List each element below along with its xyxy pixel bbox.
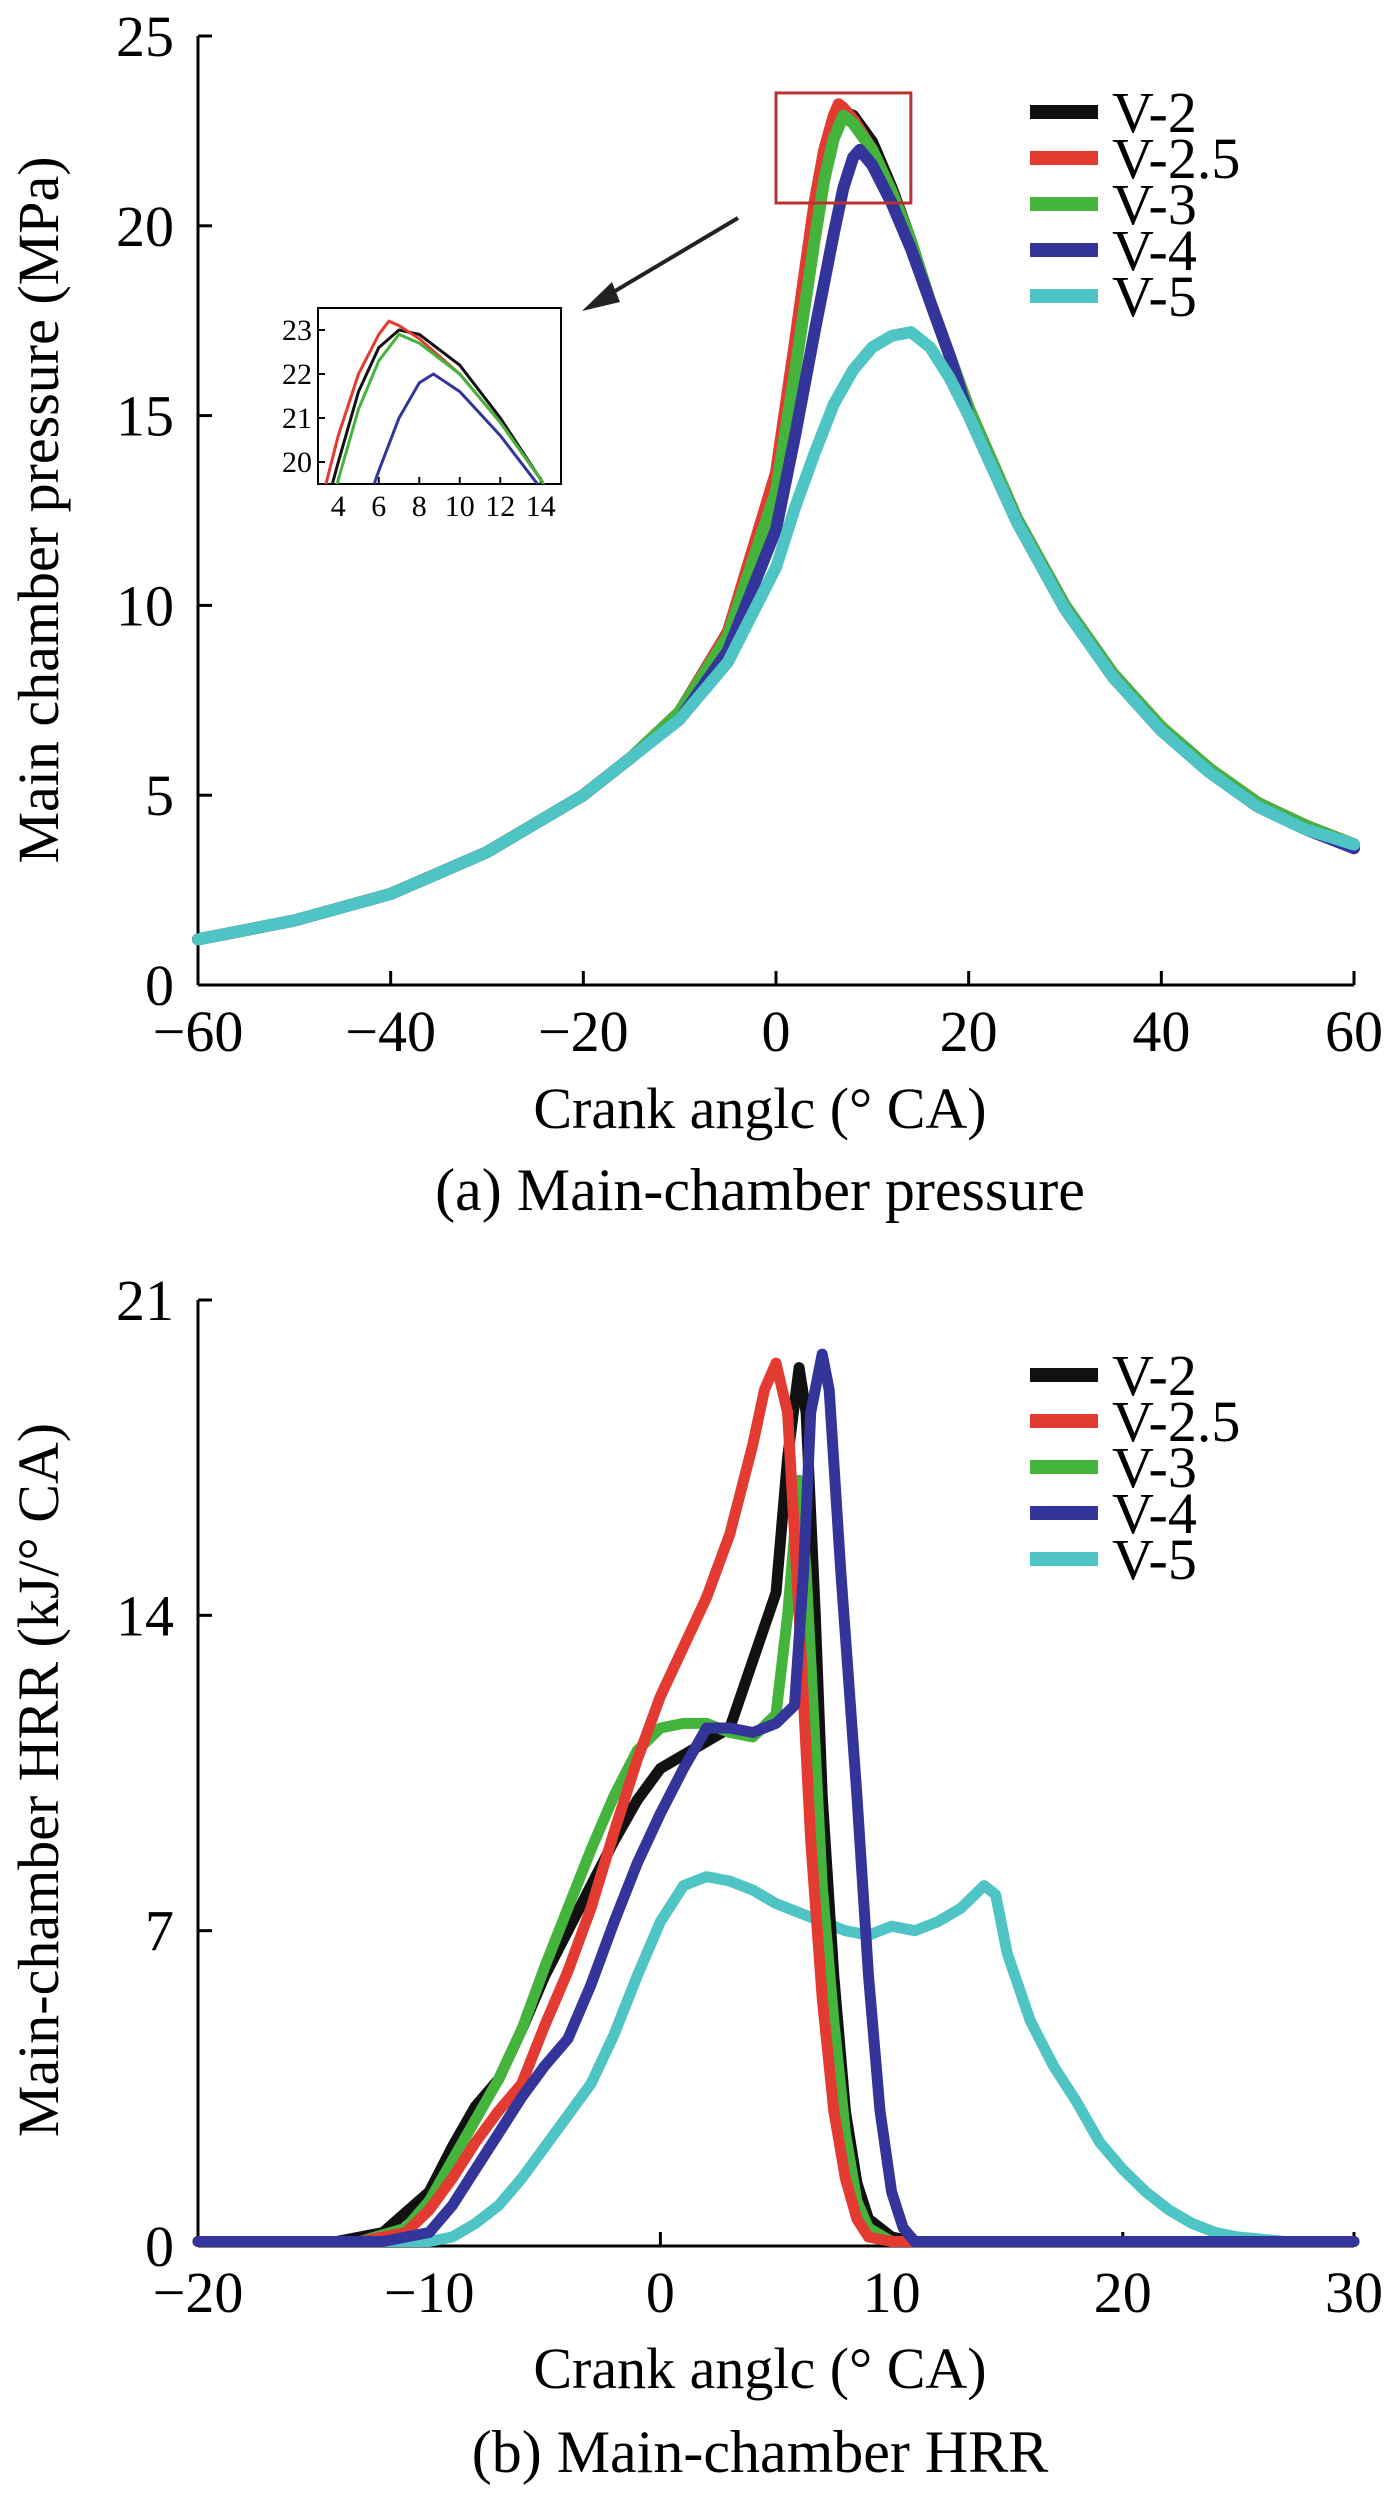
zoom-arrow-head	[582, 282, 620, 311]
pressure-legend: V-2V-2.5V-3V-4V-5	[1030, 80, 1240, 329]
legend-label: V-3	[1112, 172, 1197, 237]
pressure-chart: −60 −40 −20 0 20 40 60 0 5 10 15 20 25 4 6 8 10 12 14 20 21…	[6, 4, 1383, 1223]
pressure-caption: (a) Main-chamber pressure	[435, 1157, 1085, 1223]
inset-x-tick-label: 14	[526, 490, 556, 523]
y-tick-label: 0	[145, 2214, 174, 2279]
x-tick-label: 30	[1325, 2260, 1383, 2325]
inset-x-tick-label: 10	[445, 490, 475, 523]
inset-y-tick-label: 23	[282, 314, 312, 347]
inset-series-line	[330, 328, 546, 484]
pressure-y-axis-title: Main chamber pressure (MPa)	[6, 156, 71, 863]
inset-series-line	[335, 332, 546, 484]
hrr-ticks: −20 −10 0 10 20 30 0 7 14 21	[116, 1268, 1383, 2325]
pressure-series	[192, 98, 1360, 946]
x-tick-label: 0	[762, 999, 791, 1064]
y-tick-label: 25	[116, 4, 174, 69]
x-tick-label: −10	[384, 2260, 475, 2325]
x-tick-label: 20	[940, 999, 998, 1064]
inset-series-line	[372, 372, 540, 484]
legend-label: V-2.5	[1112, 126, 1240, 191]
inset-x-tick-label: 4	[331, 490, 346, 523]
legend-label: V-2	[1112, 1343, 1197, 1408]
inset-plot: 4 6 8 10 12 14 20 21 22 23	[282, 307, 562, 523]
y-tick-label: 5	[145, 763, 174, 828]
x-tick-label: 10	[863, 2260, 921, 2325]
legend-label: V-5	[1112, 264, 1197, 329]
y-tick-label: 21	[116, 1268, 174, 1333]
x-tick-label: 60	[1325, 999, 1383, 1064]
series-line-v-5	[192, 326, 1360, 946]
hrr-caption: (b) Main-chamber HRR	[472, 2419, 1049, 2485]
x-tick-label: −20	[538, 999, 629, 1064]
legend-label: V-4	[1112, 218, 1197, 283]
legend-label: V-3	[1112, 1435, 1197, 1500]
inset-y-tick-label: 21	[282, 402, 312, 435]
legend-label: V-5	[1112, 1527, 1197, 1592]
series-line-v-5	[192, 1871, 1360, 2247]
y-tick-label: 20	[116, 194, 174, 259]
y-tick-label: 7	[145, 1899, 174, 1964]
hrr-chart: −20 −10 0 10 20 30 0 7 14 21 V-2V-2.5V-3V-4V-5 Cr…	[6, 1268, 1383, 2485]
inset-y-tick-label: 20	[282, 446, 312, 479]
legend-label: V-4	[1112, 1481, 1197, 1546]
y-tick-label: 0	[145, 953, 174, 1018]
zoom-arrow	[598, 216, 740, 302]
x-tick-label: 40	[1132, 999, 1190, 1064]
y-tick-label: 10	[116, 573, 174, 638]
y-tick-label: 14	[116, 1583, 174, 1648]
series-line-v-2-5	[192, 1357, 1360, 2247]
y-tick-label: 15	[116, 384, 174, 449]
pressure-ticks: −60 −40 −20 0 20 40 60 0 5 10 15 20 25	[116, 4, 1383, 1064]
inset-ticks: 4 6 8 10 12 14 20 21 22 23	[282, 314, 556, 523]
x-tick-label: 0	[646, 2260, 675, 2325]
x-tick-label: −60	[153, 999, 244, 1064]
inset-series	[324, 319, 546, 484]
inset-y-tick-label: 22	[282, 358, 312, 391]
legend-label: V-2.5	[1112, 1389, 1240, 1454]
inset-x-tick-label: 8	[412, 490, 427, 523]
series-line-v-3	[192, 1474, 1360, 2247]
inset-series-line	[324, 319, 546, 484]
x-tick-label: −20	[153, 2260, 244, 2325]
hrr-x-axis-title: Crank anglc (° CA)	[533, 2336, 986, 2401]
hrr-series	[192, 1348, 1360, 2247]
x-tick-label: 20	[1094, 2260, 1152, 2325]
series-line-v-4	[192, 1348, 1360, 2247]
inset-x-tick-label: 6	[371, 490, 386, 523]
x-tick-label: −40	[345, 999, 436, 1064]
zoom-box	[774, 91, 913, 205]
hrr-y-axis-title: Main-chamber HRR (kJ/° CA)	[6, 1423, 71, 2137]
legend-label: V-2	[1112, 80, 1197, 145]
pressure-x-axis-title: Crank anglc (° CA)	[533, 1076, 986, 1141]
inset-x-tick-label: 12	[485, 490, 515, 523]
hrr-legend: V-2V-2.5V-3V-4V-5	[1030, 1343, 1240, 1592]
